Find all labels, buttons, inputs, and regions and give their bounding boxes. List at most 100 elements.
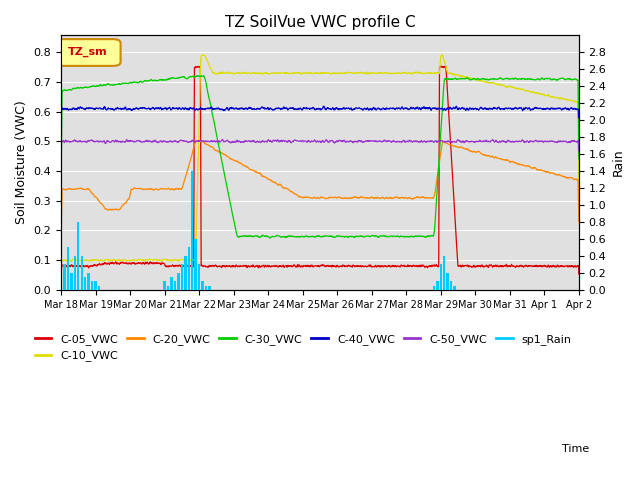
C-10_VWC [575,206,582,212]
Bar [447,273,449,290]
Line: C-10_VWC: C-10_VWC [61,55,579,272]
C-50_VWC [575,147,582,153]
C-10_VWC [296,71,303,76]
Bar [67,248,69,290]
C-20_VWC [560,173,568,179]
C-05_VWC [442,63,449,69]
C-30_VWC [193,73,201,79]
C-40_VWC [575,115,582,120]
C-10_VWC [198,52,206,58]
C-05_VWC [295,263,303,268]
Bar [436,281,438,290]
C-50_VWC [84,138,92,144]
C-50_VWC [465,139,473,144]
Bar [70,273,72,290]
Bar [91,281,93,290]
Text: Time: Time [561,444,589,454]
C-30_VWC [560,76,568,82]
Bar [173,281,176,290]
Bar [74,256,76,290]
Bar [453,286,456,290]
FancyBboxPatch shape [56,39,120,66]
Bar [202,281,204,290]
Bar [450,281,452,290]
C-30_VWC [561,76,568,82]
Bar [198,264,200,290]
C-50_VWC [57,147,65,153]
C-30_VWC [266,235,274,241]
C-10_VWC [560,96,568,102]
C-05_VWC [560,264,568,269]
Bar [170,277,173,290]
Bar [443,256,445,290]
C-05_VWC [84,264,92,269]
Bar [88,273,90,290]
Bar [84,277,86,290]
Bar [180,264,183,290]
Bar [440,264,442,290]
C-10_VWC [57,269,65,275]
Bar [177,273,180,290]
Bar [195,239,197,290]
C-40_VWC [84,106,92,111]
Bar [98,286,100,290]
C-20_VWC [57,237,65,242]
C-10_VWC [84,257,92,263]
C-40_VWC [560,106,568,112]
C-30_VWC [296,234,303,240]
Bar [81,256,83,290]
C-20_VWC [465,147,473,153]
Line: C-20_VWC: C-20_VWC [61,141,579,240]
Y-axis label: Soil Moisture (VWC): Soil Moisture (VWC) [15,101,28,225]
C-20_VWC [84,186,92,192]
C-05_VWC [575,271,582,277]
Bar [163,281,166,290]
C-40_VWC [465,107,473,112]
C-30_VWC [84,84,92,90]
C-40_VWC [295,106,303,112]
C-30_VWC [310,234,317,240]
C-05_VWC [309,264,317,270]
C-20_VWC [194,138,202,144]
C-20_VWC [560,174,568,180]
C-40_VWC [320,103,328,109]
Bar [433,286,435,290]
C-20_VWC [296,194,303,200]
Bar [184,256,186,290]
C-05_VWC [560,264,568,270]
C-30_VWC [465,77,473,83]
Y-axis label: Rain: Rain [612,149,625,177]
Bar [63,264,66,290]
Bar [188,248,190,290]
Text: TZ_sm: TZ_sm [68,47,108,57]
C-05_VWC [57,271,65,277]
Bar [167,286,169,290]
C-40_VWC [560,106,568,111]
C-10_VWC [560,96,568,102]
C-10_VWC [465,75,473,81]
Bar [94,281,97,290]
Legend: C-05_VWC, C-10_VWC, C-20_VWC, C-30_VWC, C-40_VWC, C-50_VWC, sp1_Rain: C-05_VWC, C-10_VWC, C-20_VWC, C-30_VWC, … [30,330,576,366]
C-50_VWC [560,139,568,144]
Bar [208,286,211,290]
C-20_VWC [575,219,582,225]
Title: TZ SoilVue VWC profile C: TZ SoilVue VWC profile C [225,15,415,30]
Bar [77,222,79,290]
Line: C-05_VWC: C-05_VWC [61,66,579,274]
C-50_VWC [296,138,303,144]
C-10_VWC [309,71,317,76]
Bar [191,171,193,290]
C-50_VWC [560,139,568,144]
C-40_VWC [57,115,65,120]
Line: C-50_VWC: C-50_VWC [61,140,579,150]
Line: C-40_VWC: C-40_VWC [61,106,579,118]
C-50_VWC [218,137,226,143]
Bar [205,286,207,290]
C-50_VWC [309,139,317,144]
C-30_VWC [575,156,582,162]
C-20_VWC [309,195,317,201]
C-40_VWC [309,105,317,110]
C-30_VWC [57,187,65,193]
C-05_VWC [465,264,473,270]
Line: C-30_VWC: C-30_VWC [61,76,579,238]
